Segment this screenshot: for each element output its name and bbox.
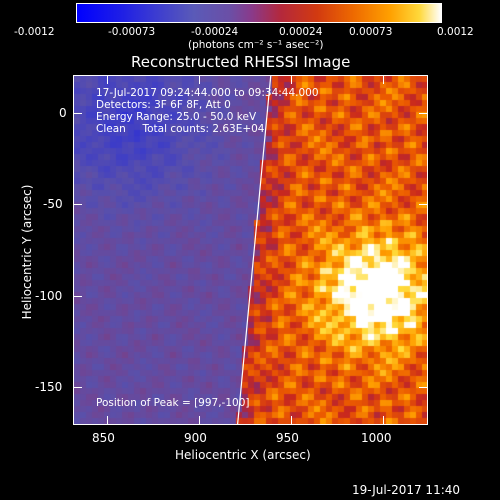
y-tick-mark	[419, 296, 427, 297]
x-tick-mark	[199, 416, 200, 424]
colorbar-units: (photons cm⁻² s⁻¹ asec⁻²)	[188, 39, 324, 51]
colorbar-tick-label: 0.0012	[437, 26, 474, 38]
plot-title: Reconstructed RHESSI Image	[131, 53, 351, 71]
y-tick-label: -100	[35, 289, 63, 303]
colorbar-tick-label: -0.00073	[108, 26, 156, 38]
y-tick-label: 0	[59, 106, 67, 120]
colorbar-tick-label: 0.00024	[279, 26, 323, 38]
colorbar-tick-label: -0.0012	[14, 26, 55, 38]
info-energy-range: Energy Range: 25.0 - 50.0 keV	[96, 111, 257, 123]
x-tick-label: 850	[92, 431, 115, 445]
y-tick-mark	[74, 113, 82, 114]
info-time-range: 17-Jul-2017 09:24:44.000 to 09:34:44.000	[96, 87, 319, 99]
solar-limb-line	[237, 76, 272, 424]
y-tick-mark	[419, 204, 427, 205]
y-axis-label: Heliocentric Y (arcsec)	[20, 184, 34, 320]
y-tick-label: -50	[43, 197, 63, 211]
heatmap-image	[74, 76, 427, 424]
x-tick-label: 1000	[361, 431, 392, 445]
y-tick-mark	[419, 387, 427, 388]
x-tick-label: 950	[276, 431, 299, 445]
info-clean-counts: Clean Total counts: 2.63E+04	[96, 123, 265, 135]
y-tick-mark	[74, 296, 82, 297]
colorbar-tick-label: 0.00073	[349, 26, 393, 38]
x-tick-mark	[107, 76, 108, 84]
image-plot: 17-Jul-2017 09:24:44.000 to 09:34:44.000…	[73, 75, 428, 425]
x-tick-mark	[291, 416, 292, 424]
x-axis-label: Heliocentric X (arcsec)	[175, 448, 311, 462]
y-tick-mark	[419, 113, 427, 114]
x-tick-mark	[107, 416, 108, 424]
x-tick-mark	[383, 416, 384, 424]
y-tick-mark	[74, 387, 82, 388]
x-tick-mark	[383, 76, 384, 84]
colorbar	[76, 3, 442, 23]
y-tick-label: -150	[35, 380, 63, 394]
x-tick-label: 900	[184, 431, 207, 445]
colorbar-tick-label: -0.00024	[191, 26, 239, 38]
y-tick-mark	[74, 204, 82, 205]
x-tick-mark	[199, 76, 200, 84]
info-detectors: Detectors: 3F 6F 8F, Att 0	[96, 99, 231, 111]
x-tick-mark	[291, 76, 292, 84]
peak-position-text: Position of Peak = [997,-100]	[96, 397, 250, 409]
footer-timestamp: 19-Jul-2017 11:40	[352, 483, 461, 497]
